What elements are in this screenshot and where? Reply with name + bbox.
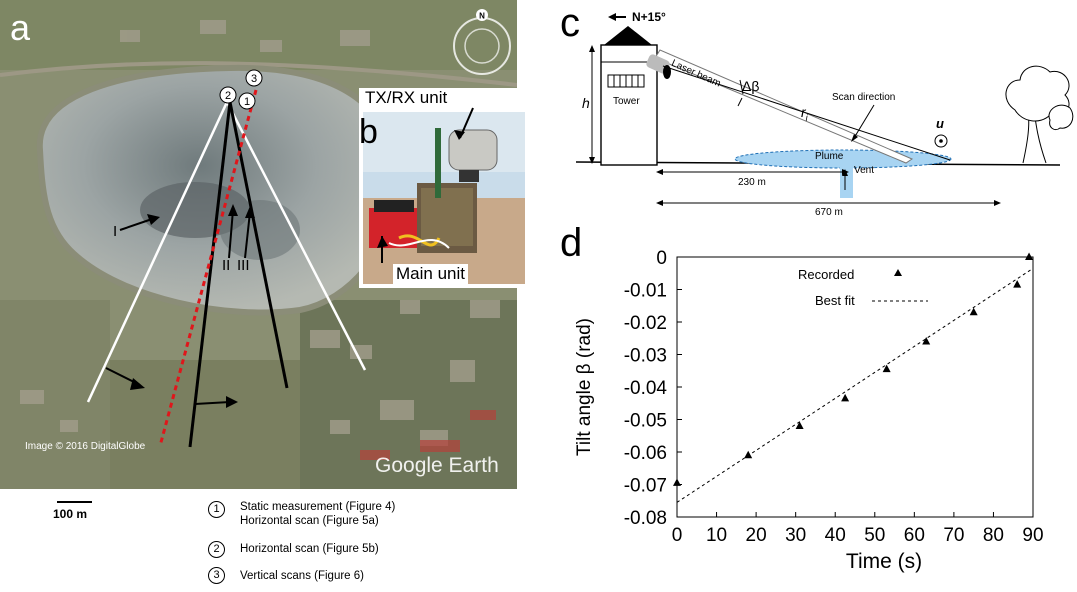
feature-label-iii: III (237, 257, 250, 274)
legend-text: Static measurement (Figure 4) (240, 501, 396, 513)
vent-label: Vent (854, 165, 875, 176)
data-point (744, 450, 753, 459)
equipment-photo-inset: b TX/RX unit Main unit (359, 88, 529, 288)
distance-670-label: 670 m (815, 207, 843, 218)
plume-label: Plume (815, 151, 844, 162)
data-point (882, 364, 891, 373)
txrx-label: TX/RX unit (363, 88, 450, 108)
data-point (969, 307, 978, 316)
chart-svg: d 0 -0.01 -0.02 -0.03 -0.04 -0.05 -0.06 -0.07 -0… (560, 221, 1044, 573)
scale-bar (57, 501, 92, 503)
legend-text: Horizontal scan (Figure 5b) (240, 543, 379, 555)
x-tick-label: 70 (943, 525, 964, 546)
best-fit-line (676, 267, 1034, 503)
x-tick-label: 20 (746, 525, 767, 546)
panel-c-letter: c (560, 1, 580, 45)
panel-b-letter: b (359, 113, 378, 151)
wind-u-label: u (936, 116, 944, 131)
x-tick-label: 80 (983, 525, 1004, 546)
data-point (922, 337, 931, 345)
legend-fit-label: Best fit (815, 293, 855, 308)
legend-recorded-label: Recorded (798, 267, 854, 282)
fit-line (676, 267, 1034, 503)
x-tick-label: 0 (672, 525, 683, 546)
delta-beta-label: Δβ (742, 78, 760, 94)
scan-lines (86, 89, 367, 448)
legend-text: Vertical scans (Figure 6) (240, 570, 364, 582)
legend-recorded-marker (894, 269, 902, 276)
y-tick-label: 0 (656, 248, 667, 269)
y-tick-label: -0.08 (624, 508, 667, 529)
x-axis-label: Time (s) (846, 550, 922, 573)
chart-legend: Recorded Best fit (798, 267, 928, 308)
legend-item-2: Horizontal scan (Figure 5b) (240, 542, 379, 556)
y-tick-label: -0.04 (624, 378, 668, 399)
x-tick-label: 60 (904, 525, 925, 546)
scale-label: 100 m (53, 507, 88, 521)
x-tick-label: 30 (785, 525, 806, 546)
legend-text: Horizontal scan (Figure 5a) (240, 515, 379, 527)
data-point (1013, 280, 1022, 288)
scan-label-2: 2 (225, 90, 231, 102)
y-tick-label: -0.02 (624, 313, 667, 334)
tilt-angle-chart: d 0 -0.01 -0.02 -0.03 -0.04 -0.05 -0.06 -0.07 -0… (560, 220, 1077, 587)
feature-label-i: I (113, 223, 117, 240)
data-point (795, 421, 804, 429)
y-axis: 0 -0.01 -0.02 -0.03 -0.04 -0.05 -0.06 -0.07 -0.0… (624, 248, 682, 529)
geometry-svg: c (560, 1, 1074, 206)
x-tick-label: 50 (864, 525, 885, 546)
tree-drawing (1005, 65, 1074, 164)
compass-rose: N (453, 9, 511, 75)
y-tick-label: -0.07 (624, 476, 667, 497)
legend-item-1: Static measurement (Figure 4) Horizontal… (240, 500, 395, 528)
y-tick-label: -0.05 (624, 411, 667, 432)
recorded-points (673, 252, 1034, 486)
tower-label: Tower (613, 96, 640, 107)
x-tick-label: 40 (825, 525, 846, 546)
main-unit-label: Main unit (393, 264, 468, 284)
data-point (1025, 252, 1034, 260)
legend-num-2: 2 (208, 541, 225, 558)
direction-arrows (105, 209, 251, 405)
image-credit: Image © 2016 DigitalGlobe (25, 441, 146, 452)
y-tick-label: -0.06 (624, 443, 667, 464)
scan-number-markers: 3 2 1 (219, 69, 263, 110)
y-tick-label: -0.03 (624, 346, 667, 367)
scan-label-1: 1 (244, 96, 250, 108)
data-point (673, 478, 681, 486)
x-tick-label: 90 (1022, 525, 1043, 546)
range-symbol: r (801, 104, 806, 120)
legend-num-1: 1 (208, 501, 225, 518)
feature-label-ii: II (222, 257, 230, 274)
y-tick-label: -0.01 (624, 281, 667, 302)
scan-geometry-diagram: c N+15° Tower h Laser beam Δβ ri Scan di… (560, 0, 1077, 225)
range-label: ri (801, 104, 808, 123)
scan-direction-label: Scan direction (832, 92, 896, 103)
north-label: N+15° (632, 10, 666, 24)
data-point (841, 393, 850, 402)
distance-230-label: 230 m (738, 177, 766, 188)
height-label: h (582, 95, 590, 111)
legend-item-3: Vertical scans (Figure 6) (240, 569, 364, 583)
google-earth-watermark: Google Earth (375, 454, 499, 477)
x-tick-label: 10 (706, 525, 727, 546)
range-subscript: i (805, 112, 808, 123)
plot-frame (676, 256, 1034, 518)
compass-n: N (479, 12, 485, 21)
panel-d-letter: d (560, 221, 582, 265)
equipment-photo: b (359, 107, 525, 284)
legend-num-3: 3 (208, 567, 225, 584)
scan-label-3: 3 (251, 73, 257, 85)
y-axis-label: Tilt angle β (rad) (574, 318, 595, 456)
panel-a-letter: a (10, 7, 31, 48)
x-axis: 0 10 20 30 40 50 60 70 80 90 (672, 512, 1044, 546)
